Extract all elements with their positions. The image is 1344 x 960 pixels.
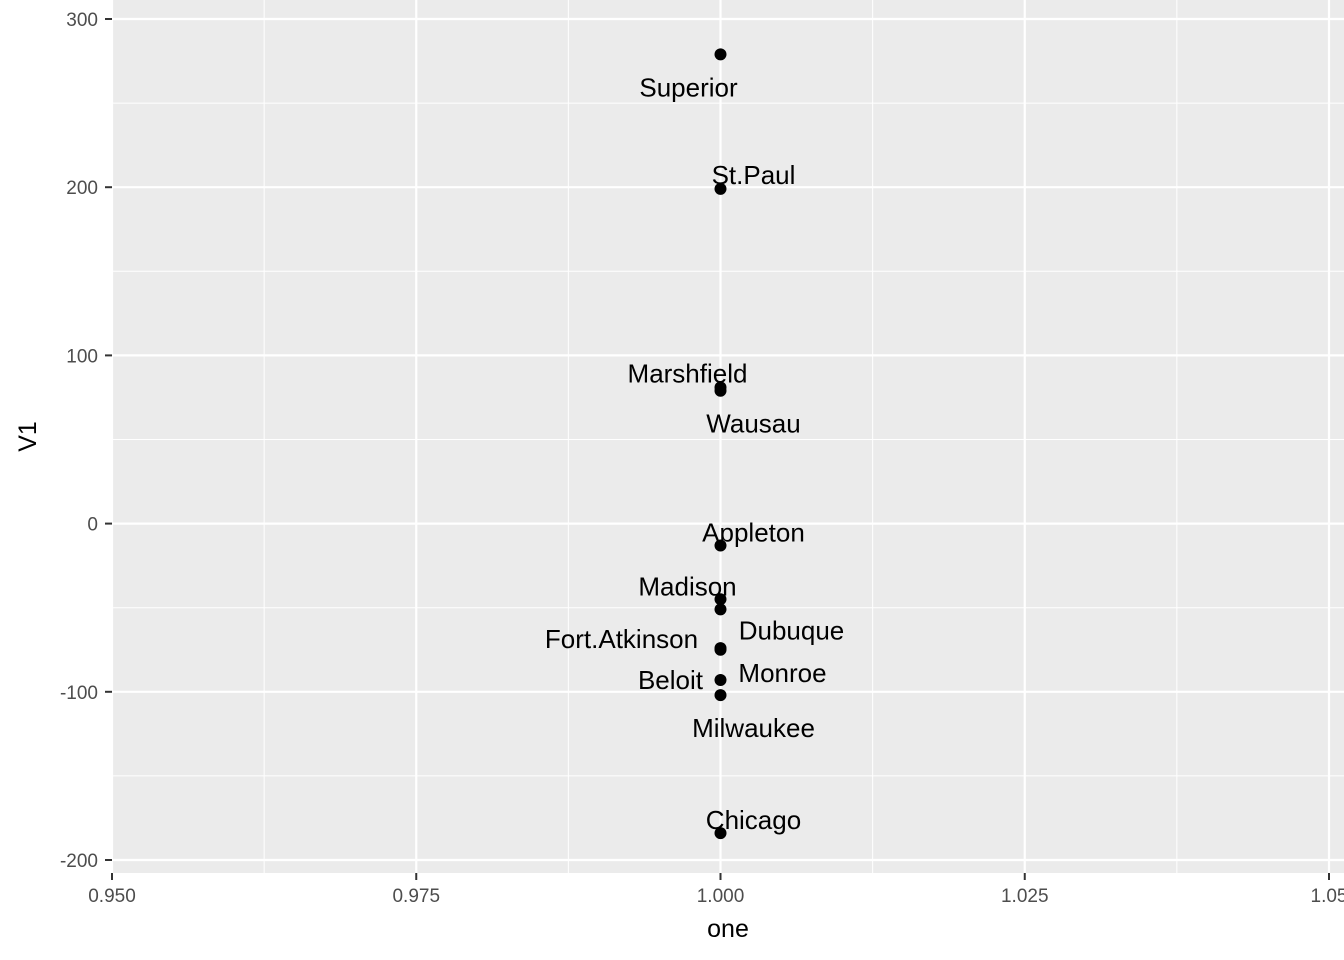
x-axis: 0.950 0.975 1.000 1.025 1.05: [88, 873, 1344, 907]
data-point: [714, 689, 727, 702]
x-tick-label: 1.05: [1311, 886, 1344, 907]
point-label: Milwaukee: [692, 713, 815, 743]
point-label: St.Paul: [712, 160, 796, 190]
data-point: [714, 643, 727, 656]
data-point: [714, 182, 727, 195]
point-label: Beloit: [638, 665, 704, 695]
data-points: [714, 48, 727, 840]
point-label: Chicago: [706, 805, 801, 835]
data-point: [714, 593, 727, 606]
y-tick-label: -200: [60, 851, 98, 872]
x-tick-label: 0.975: [392, 886, 440, 907]
point-label: Madison: [638, 571, 736, 601]
y-axis: -200 -100 0 100 200 300: [60, 10, 112, 872]
y-tick-label: 0: [87, 515, 98, 536]
point-labels: Superior St.Paul Marshfield Wausau Appleton M…: [545, 72, 844, 835]
grid-major: [110, 0, 1344, 873]
grid-minor: [112, 0, 1344, 873]
panel-background: [112, 0, 1344, 873]
x-tick-label: 1.025: [1001, 886, 1049, 907]
data-point: [714, 384, 727, 397]
point-label: Superior: [639, 72, 738, 102]
point-label: Appleton: [702, 517, 805, 547]
y-tick-label: -100: [60, 683, 98, 704]
y-tick-label: 100: [66, 346, 98, 367]
point-label: Wausau: [706, 409, 800, 439]
x-tick-label: 0.950: [88, 886, 136, 907]
data-point: [714, 674, 727, 687]
data-point: [714, 603, 727, 616]
y-tick-label: 200: [66, 178, 98, 199]
data-point: [714, 539, 727, 552]
point-label: Fort.Atkinson: [545, 624, 698, 654]
y-tick-label: 300: [66, 10, 98, 31]
y-axis-title: V1: [14, 421, 42, 452]
point-label: Monroe: [738, 658, 826, 688]
x-axis-title: one: [707, 915, 749, 943]
x-tick-label: 1.000: [697, 886, 745, 907]
point-label: Marshfield: [628, 358, 748, 388]
point-label: Dubuque: [739, 615, 845, 645]
data-point: [714, 48, 727, 61]
data-point: [714, 827, 727, 840]
